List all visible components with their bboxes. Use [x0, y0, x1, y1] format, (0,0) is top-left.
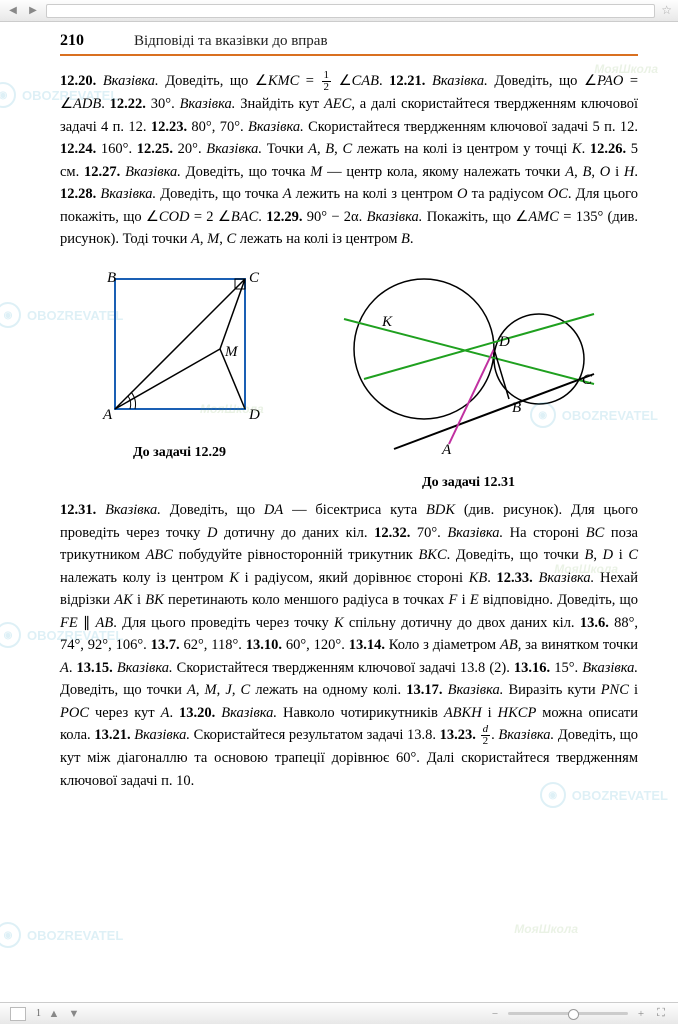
zoom-slider[interactable] — [508, 1012, 628, 1015]
browser-bottom-bar: 1 ▲ ▼ − + ⛶ — [0, 1002, 678, 1024]
nav-back-icon[interactable]: ◀ — [6, 4, 20, 18]
svg-text:M: M — [224, 344, 239, 360]
svg-text:D: D — [248, 407, 260, 423]
page-header: 210 Відповіді та вказівки до вправ — [60, 32, 638, 56]
svg-text:B: B — [512, 400, 521, 416]
watermark: МояШкола — [514, 922, 578, 936]
figure-caption: До задачі 12.31 — [334, 475, 604, 491]
document-page: ◉OBOZREVATEL МояШкола ◉OBOZREVATEL МояШк… — [0, 22, 678, 1002]
page-indicator: 1 — [36, 1008, 41, 1019]
figure-12-31: K D A B C До задачі 12.31 — [334, 264, 604, 491]
nav-fwd-icon[interactable]: ▶ — [26, 4, 40, 18]
thumbnail-icon[interactable] — [10, 1007, 26, 1021]
fullscreen-icon[interactable]: ⛶ — [654, 1007, 668, 1021]
prev-page-icon[interactable]: ▲ — [47, 1007, 61, 1021]
page-number: 210 — [60, 32, 84, 50]
svg-text:K: K — [381, 314, 393, 330]
svg-text:A: A — [102, 407, 113, 423]
next-page-icon[interactable]: ▼ — [67, 1007, 81, 1021]
figures-row: B C A D M До задачі 12.29 K D A B C — [60, 264, 638, 491]
svg-text:C: C — [249, 270, 260, 286]
zoom-out-icon[interactable]: − — [488, 1007, 502, 1021]
svg-text:A: A — [441, 442, 452, 458]
watermark: ◉OBOZREVATEL — [0, 922, 123, 948]
bookmark-star-icon[interactable]: ☆ — [661, 3, 672, 18]
svg-text:D: D — [498, 334, 510, 350]
paragraph-2: 12.31. Вказівка. Доведіть, що DA — бісек… — [60, 499, 638, 792]
figure-12-29: B C A D M До задачі 12.29 — [95, 264, 265, 491]
page-title: Відповіді та вказівки до вправ — [134, 33, 328, 50]
figure-caption: До задачі 12.29 — [95, 445, 265, 461]
diagram-square: B C A D M — [95, 264, 265, 434]
paragraph-1: 12.20. Вказівка. Доведіть, що ∠KMC = 12 … — [60, 70, 638, 250]
svg-text:C: C — [582, 372, 593, 388]
zoom-in-icon[interactable]: + — [634, 1007, 648, 1021]
url-bar[interactable] — [46, 4, 655, 18]
browser-top-bar: ◀ ▶ ☆ — [0, 0, 678, 22]
diagram-circles: K D A B C — [334, 264, 604, 464]
svg-text:B: B — [107, 270, 116, 286]
